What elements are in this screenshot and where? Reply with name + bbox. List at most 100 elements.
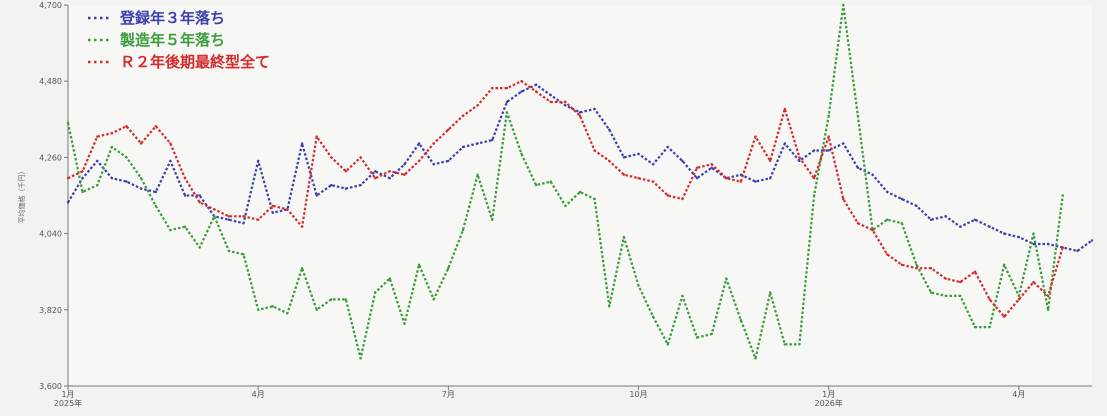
data-point — [578, 114, 582, 118]
data-point — [1017, 235, 1021, 239]
data-point — [783, 343, 786, 346]
data-point — [359, 156, 362, 159]
data-point — [491, 138, 494, 142]
data-point — [564, 104, 567, 107]
data-point — [959, 225, 962, 228]
data-point — [929, 267, 933, 270]
data-point — [754, 135, 757, 138]
data-point — [1017, 294, 1021, 298]
plot-area — [68, 5, 1092, 386]
data-point — [271, 211, 274, 214]
data-point — [491, 218, 494, 221]
data-point — [154, 125, 157, 128]
data-point — [739, 173, 743, 176]
data-point — [286, 208, 289, 211]
data-point — [783, 107, 786, 111]
x-tick-label: 4月 — [1012, 390, 1025, 399]
data-point — [944, 277, 947, 280]
data-point — [1017, 298, 1021, 301]
x-tick-sublabel: 2025年 — [54, 398, 82, 408]
data-point — [578, 190, 582, 194]
data-point — [666, 343, 669, 346]
data-point — [491, 86, 494, 90]
data-point — [1061, 194, 1064, 197]
data-point — [271, 305, 274, 308]
data-point — [403, 163, 406, 166]
data-point — [476, 104, 479, 107]
data-point — [608, 128, 611, 131]
data-point — [622, 156, 626, 159]
data-point — [388, 277, 391, 280]
data-point — [593, 107, 596, 111]
data-point — [1003, 232, 1006, 235]
data-point — [198, 201, 201, 204]
data-point — [856, 222, 860, 225]
data-point — [125, 125, 128, 128]
data-point — [944, 294, 947, 298]
data-point — [959, 294, 962, 298]
data-point — [637, 152, 640, 156]
data-point — [139, 142, 143, 145]
data-point — [388, 177, 391, 180]
data-point — [271, 204, 274, 208]
data-point — [447, 159, 450, 163]
data-point — [81, 170, 84, 173]
data-point — [96, 159, 99, 163]
data-point — [403, 322, 406, 325]
y-axis-label: 平均価格（千円） — [17, 168, 26, 224]
data-point — [183, 194, 187, 197]
data-point — [315, 308, 318, 311]
data-point — [505, 111, 509, 114]
data-point — [315, 194, 318, 197]
data-point — [622, 173, 626, 176]
data-point — [315, 135, 318, 138]
x-tick-label: 1月 — [822, 390, 835, 399]
data-point — [96, 135, 99, 138]
data-point — [725, 277, 728, 280]
data-point — [564, 100, 567, 104]
data-point — [125, 156, 128, 159]
data-point — [227, 215, 231, 218]
data-point — [1090, 239, 1094, 242]
data-point — [1032, 232, 1035, 235]
data-point — [681, 159, 684, 163]
data-point — [842, 197, 845, 201]
data-point — [139, 177, 143, 180]
data-point — [300, 267, 304, 270]
data-point — [871, 228, 874, 232]
data-point — [534, 83, 538, 86]
data-point — [900, 222, 903, 225]
data-point — [330, 183, 333, 187]
data-point — [593, 197, 596, 201]
data-point — [886, 253, 889, 256]
data-point — [739, 180, 743, 183]
data-point — [534, 183, 538, 187]
data-point — [710, 166, 713, 169]
data-point — [374, 170, 377, 173]
data-point — [154, 190, 157, 194]
data-point — [461, 114, 465, 118]
data-point — [812, 149, 816, 152]
data-point — [988, 298, 991, 301]
x-tick-sublabel: 2026年 — [815, 398, 843, 408]
x-tick-label: 4月 — [252, 390, 265, 399]
data-point — [710, 332, 713, 336]
data-point — [257, 159, 260, 163]
legend-label: 登録年３年落ち — [119, 9, 225, 27]
data-point — [1003, 263, 1006, 266]
data-point — [183, 177, 187, 180]
data-point — [798, 156, 801, 159]
data-point — [300, 225, 304, 228]
data-point — [374, 291, 377, 294]
data-point — [417, 142, 421, 145]
data-point — [388, 170, 391, 173]
data-point — [344, 170, 348, 173]
data-point — [549, 93, 552, 97]
data-point — [286, 312, 289, 315]
data-point — [139, 187, 143, 190]
data-point — [681, 294, 684, 298]
data-point — [988, 225, 991, 228]
data-point — [637, 284, 640, 287]
data-point — [725, 177, 728, 180]
data-point — [154, 204, 157, 208]
